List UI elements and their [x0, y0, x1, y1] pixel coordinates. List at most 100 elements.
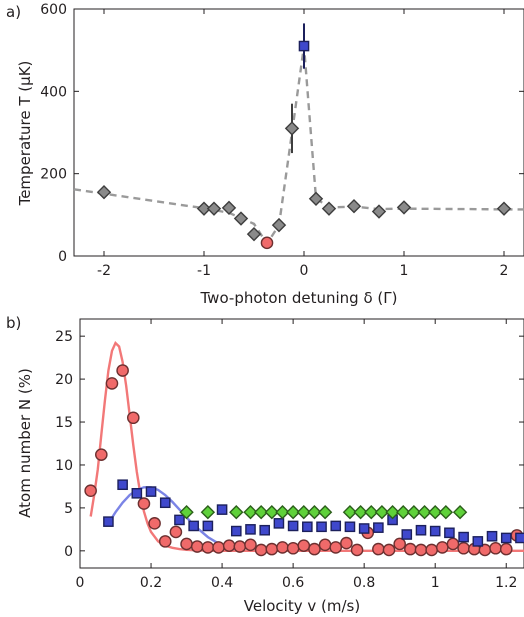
panel-b-diamond-point — [200, 504, 216, 520]
panel-a-y-axis-label: Temperature T (μK) — [16, 61, 34, 207]
panel-b-x-tick-label: 1.2 — [495, 575, 517, 591]
panel-b-diamond-point — [396, 504, 411, 520]
panel-b-x-tick-label: 0 — [76, 575, 85, 591]
panel-b-square-point — [486, 530, 498, 542]
panel-b-y-tick-label: 25 — [55, 329, 73, 345]
panel-b-diamond-point — [406, 504, 422, 520]
panel-a-chart: a) -2 -1 0 1 2 0 200 400 600 Two-photon detuning… — [6, 2, 524, 307]
panel-b-circle-point — [436, 541, 449, 554]
panel-a-y-tick-label: 600 — [40, 2, 67, 18]
panel-a-x-tick-label: -2 — [97, 263, 111, 279]
panel-a-y-tick-label: 200 — [40, 167, 67, 183]
panel-b-circle-point — [244, 538, 257, 552]
panel-b-marks — [84, 364, 524, 557]
panel-b-circle-point — [201, 541, 215, 554]
panel-b-x-tick-label: 0.2 — [140, 575, 162, 591]
panel-b-x-tick-label: 1 — [431, 575, 440, 591]
panel-a-square-point — [298, 40, 310, 52]
panel-a-marks — [96, 23, 512, 250]
panel-b-circle-point — [158, 535, 172, 548]
panel-b-circle-point — [318, 538, 332, 552]
panel-b-square-point — [515, 532, 524, 544]
panel-b-diamond-point — [353, 504, 368, 520]
panel-b-y-tick-label: 10 — [55, 458, 73, 474]
panel-b-circle-point — [350, 543, 364, 557]
panel-b-square-point — [316, 521, 327, 533]
panel-b-circle-point — [233, 540, 247, 553]
panel-b-diamond-point — [374, 504, 390, 520]
panel-a-dashed-guide-line — [73, 45, 524, 246]
panel-b-diamond-point — [275, 504, 290, 520]
panel-b-circle-point — [308, 542, 321, 556]
panel-b-circle-point — [126, 411, 140, 425]
panel-a-ticks: -2 -1 0 1 2 0 200 400 600 — [40, 2, 524, 279]
panel-b-diamond-point — [285, 504, 301, 520]
panel-b-square-point — [458, 531, 469, 543]
panel-b-circle-point — [137, 497, 151, 510]
panel-b-square-point — [245, 524, 256, 535]
panel-b-circle-point — [393, 537, 406, 551]
panel-a-diamond-point — [206, 201, 222, 216]
panel-b-square-point — [330, 520, 342, 532]
panel-b-circle-point — [340, 536, 353, 550]
panel-b-circle-point — [457, 541, 470, 555]
panel-a-diamond-point — [284, 121, 300, 136]
panel-b-circle-point — [222, 539, 236, 552]
panel-b-circle-point — [180, 537, 193, 551]
panel-b-circle-point — [169, 525, 183, 539]
panel-a-dashed-line — [73, 45, 524, 246]
panel-a-frame — [73, 8, 524, 257]
panel-b-diamond-point — [179, 504, 194, 520]
panel-b-square-point — [401, 529, 413, 540]
panel-a-diamond-point — [321, 201, 337, 216]
panel-b-diamond-point — [364, 504, 379, 520]
panel-b-diamond-point — [307, 504, 322, 520]
panel-b-circle-point — [446, 537, 460, 551]
panel-b-diamond-point — [452, 504, 468, 520]
panel-b-square-point — [500, 532, 512, 544]
panel-b-fit-curve-1 — [107, 486, 237, 551]
panel-a-diamond-point — [196, 201, 212, 216]
panel-b-x-tick-label: 0.4 — [211, 575, 233, 591]
panel-a-label: a) — [6, 3, 21, 21]
panel-b-square-point — [415, 524, 427, 536]
panel-b-diamond-point — [243, 504, 258, 520]
panel-b-circle-point — [382, 543, 396, 557]
panel-a-diamond-point — [271, 217, 287, 233]
panel-b-circle-point — [265, 542, 279, 556]
panel-b-square-point — [145, 486, 157, 497]
panel-a-diamond-point — [396, 200, 412, 215]
panel-b-y-tick-label: 5 — [64, 501, 73, 517]
panel-b-circle-point — [414, 543, 428, 557]
panel-b-square-point — [131, 488, 143, 499]
panel-b-square-point — [429, 525, 441, 537]
panel-a-diamond-point — [346, 198, 362, 214]
panel-b-square-point — [174, 514, 185, 526]
panel-a-y-tick-label: 400 — [40, 84, 67, 100]
panel-a-diamond-point — [233, 211, 249, 226]
panel-b-circle-point — [286, 541, 300, 555]
panel-b-circle-point — [105, 377, 119, 390]
panel-b-circle-point — [404, 542, 417, 556]
panel-b-x-axis-label: Velocity v (m/s) — [244, 597, 360, 615]
panel-b-diamond-point — [417, 504, 432, 520]
panel-b-diamond-point — [342, 504, 358, 520]
panel-b-frame — [79, 318, 524, 569]
panel-b-square-point — [188, 520, 199, 532]
panel-b-square-point — [273, 518, 285, 529]
panel-b-square-point — [302, 521, 313, 533]
panel-b-diamond-point — [438, 504, 454, 520]
panel-b-diamond-point — [317, 504, 333, 520]
panel-b-diamond-point — [385, 504, 400, 520]
panel-b-circle-point — [116, 364, 129, 377]
panel-b-y-axis-label: Atom number N (%) — [16, 368, 34, 518]
panel-b-square-point — [287, 520, 299, 532]
panel-b-circle-point — [95, 448, 108, 461]
panel-b-diamond-point — [229, 504, 244, 520]
panel-b-label: b) — [6, 314, 21, 332]
panel-b-y-tick-label: 15 — [55, 415, 73, 431]
panel-a-x-tick-label: 0 — [300, 263, 309, 279]
panel-a-y-tick-label: 0 — [58, 249, 67, 265]
panel-a-diamond-point — [246, 226, 262, 242]
